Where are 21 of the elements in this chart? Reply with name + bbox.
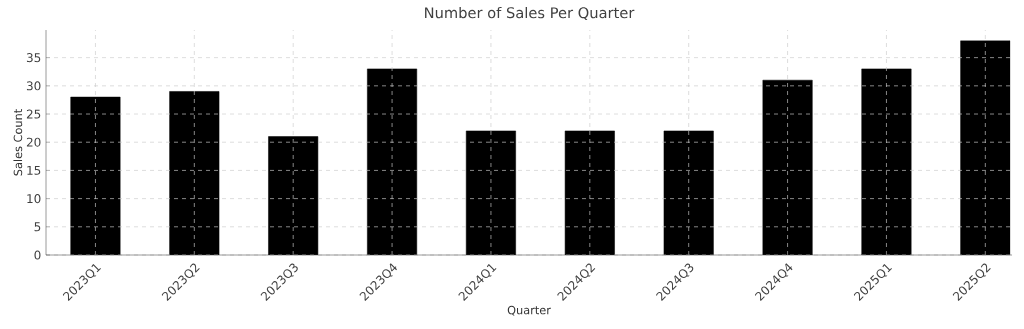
bar (564, 130, 615, 255)
bar (960, 40, 1011, 255)
bar (663, 130, 714, 255)
bar (465, 130, 516, 255)
y-tick-label: 25 (26, 109, 41, 119)
bar (169, 91, 220, 255)
y-tick-label: 20 (26, 137, 41, 147)
bar (70, 96, 121, 255)
y-tick-label: 10 (27, 194, 41, 204)
y-tick-label: 5 (34, 222, 41, 232)
chart-title: Number of Sales Per Quarter (425, 6, 635, 20)
bar (861, 68, 912, 255)
y-tick-label: 35 (26, 53, 41, 63)
bar (762, 79, 813, 255)
bar (268, 136, 319, 255)
y-tick-label: 30 (26, 81, 41, 91)
y-axis-title: Sales Count (13, 109, 23, 176)
y-tick-label: 0 (34, 250, 41, 260)
x-axis-title: Quarter (507, 305, 551, 316)
y-tick-label: 15 (27, 165, 41, 175)
bar (367, 68, 418, 255)
